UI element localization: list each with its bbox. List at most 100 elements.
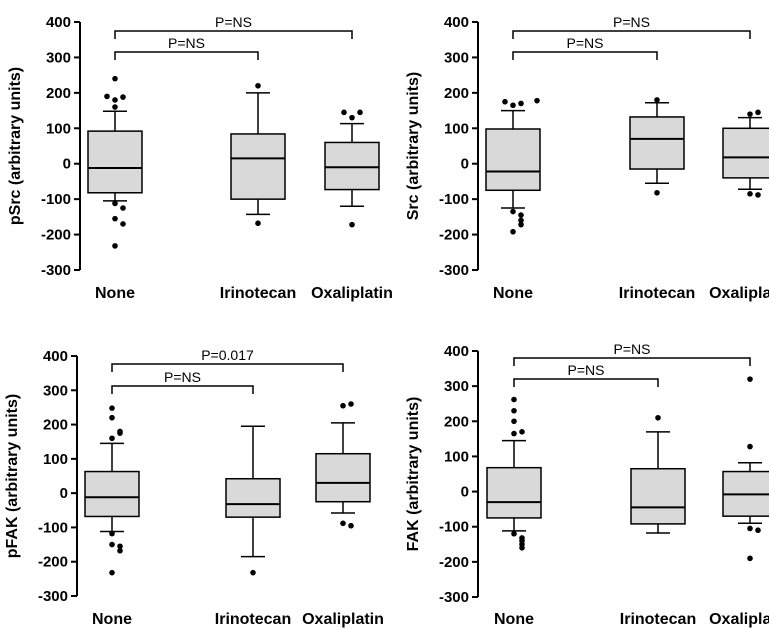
outlier-point	[120, 205, 126, 211]
outlier-point	[348, 522, 354, 529]
category-label: Irinotecan	[215, 611, 291, 628]
outlier-point	[341, 109, 347, 116]
outlier-point	[349, 221, 355, 228]
bracket-line	[513, 357, 751, 366]
outlier-point	[349, 114, 355, 121]
iqr-box	[225, 477, 281, 518]
outlier-point	[747, 525, 753, 532]
y-tick-label: -200	[439, 554, 469, 571]
outlier-point	[510, 228, 516, 235]
outlier-point	[112, 243, 118, 249]
iqr-box	[87, 130, 143, 194]
outlier-point	[518, 100, 524, 107]
y-tick-label: 0	[461, 484, 469, 501]
bracket-line	[111, 385, 254, 394]
p-value-label: P=NS	[215, 14, 252, 30]
comparison-bracket: P=NS	[512, 35, 658, 60]
category-label: Oxaliplatin	[302, 611, 384, 628]
y-tick-label: 400	[46, 14, 71, 31]
category-label: Irinotecan	[220, 285, 296, 302]
y-tick-label: 400	[43, 348, 68, 365]
box-oxaliplatin	[315, 401, 371, 529]
y-tick-label: 400	[444, 343, 469, 360]
y-tick-label: 200	[444, 413, 469, 430]
outlier-point	[340, 402, 346, 409]
category-label: Oxaliplatin	[311, 285, 393, 302]
category-label: Oxaliplatin	[709, 611, 769, 628]
box-oxaliplatin	[324, 109, 380, 228]
outlier-point	[511, 430, 517, 437]
comparison-bracket: P=NS	[512, 14, 751, 39]
y-tick-label: 100	[46, 120, 71, 137]
outlier-point	[747, 555, 753, 562]
iqr-box	[722, 127, 769, 179]
outlier-point	[511, 530, 517, 537]
comparison-bracket: P=NS	[513, 341, 751, 366]
outlier-point	[518, 221, 524, 228]
outlier-point	[120, 94, 126, 100]
category-label: None	[95, 285, 135, 302]
comparison-bracket: P=NS	[111, 369, 254, 394]
outlier-point	[747, 443, 753, 450]
p-value-label: P=NS	[568, 362, 605, 378]
comparison-bracket: P=NS	[114, 35, 259, 60]
box-oxaliplatin	[722, 376, 769, 562]
box-none	[84, 405, 140, 576]
outlier-point	[120, 221, 126, 227]
p-value-label: P=NS	[168, 35, 205, 51]
category-label: None	[494, 611, 534, 628]
y-tick-label: -300	[41, 262, 71, 279]
p-value-label: P=NS	[164, 369, 201, 385]
category-label: Oxaliplatin	[709, 285, 769, 302]
outlier-point	[109, 435, 115, 442]
outlier-point	[357, 109, 363, 116]
outlier-point	[109, 541, 115, 548]
outlier-point	[511, 396, 517, 403]
chart-panel-1: -300 -200 -100 0 100 200 300 400 pSrc (arbitrary…	[7, 14, 393, 302]
outlier-point	[502, 98, 508, 105]
box-none	[87, 75, 143, 249]
outlier-point	[654, 97, 660, 103]
y-tick-label: 200	[46, 85, 71, 102]
chart-panel-2: -300 -200 -100 0 100 200 300 400 Src (arbitrary …	[405, 14, 769, 302]
chart-panel-3: -300 -200 -100 0 100 200 300 400 pFAK (arbitrary…	[4, 347, 384, 628]
outlier-point	[250, 569, 256, 576]
iqr-box	[630, 467, 686, 525]
y-tick-label: -100	[439, 519, 469, 536]
p-value-label: P=NS	[567, 35, 604, 51]
iqr-box	[315, 452, 371, 503]
y-tick-label: -100	[38, 519, 68, 536]
outlier-point	[519, 545, 525, 551]
iqr-box	[485, 128, 541, 192]
outlier-point	[534, 97, 540, 104]
y-tick-label: 300	[46, 49, 71, 66]
outlier-point	[348, 401, 354, 407]
outlier-point	[117, 428, 123, 435]
outlier-point	[755, 527, 761, 534]
box-irinotecan	[225, 425, 281, 576]
outlier-point	[510, 102, 516, 109]
y-axis-title: Src (arbitrary units)	[405, 72, 422, 220]
y-axis-title: pFAK (arbitrary units)	[4, 394, 21, 558]
category-label: Irinotecan	[620, 611, 696, 628]
box-irinotecan	[230, 82, 286, 227]
outlier-point	[518, 212, 524, 218]
y-tick-label: -200	[38, 554, 68, 571]
outlier-point	[109, 414, 115, 421]
box-irinotecan	[630, 414, 686, 534]
outlier-point	[747, 191, 753, 197]
iqr-box	[230, 133, 286, 200]
outlier-point	[747, 376, 753, 382]
iqr-box	[324, 141, 380, 191]
y-tick-label: 0	[63, 156, 71, 173]
iqr-box	[629, 116, 685, 170]
y-tick-label: -300	[439, 262, 469, 279]
category-label: None	[493, 285, 533, 302]
iqr-box	[84, 470, 140, 518]
y-tick-label: 200	[444, 85, 469, 102]
box-oxaliplatin	[722, 109, 769, 198]
outlier-point	[112, 200, 118, 207]
bracket-line	[111, 363, 344, 372]
y-tick-label: -300	[439, 589, 469, 606]
outlier-point	[518, 217, 524, 224]
